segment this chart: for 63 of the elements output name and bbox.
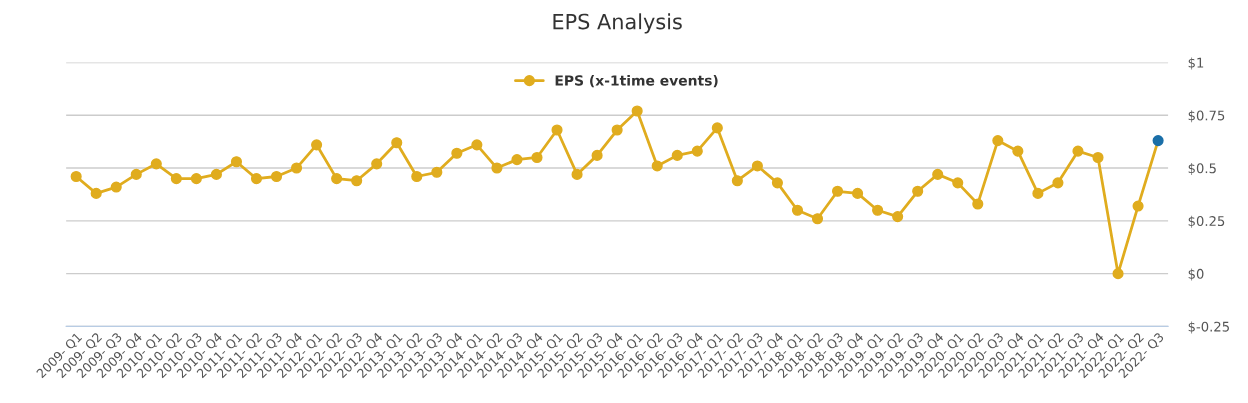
point bbox=[551, 124, 563, 136]
point bbox=[892, 211, 904, 223]
point bbox=[190, 173, 202, 185]
point bbox=[791, 204, 804, 216]
chart-title: EPS Analysis bbox=[553, 13, 682, 34]
point bbox=[691, 145, 703, 157]
point bbox=[1072, 145, 1084, 157]
point bbox=[250, 173, 263, 185]
point bbox=[912, 185, 924, 197]
point bbox=[70, 170, 82, 183]
point bbox=[952, 177, 964, 189]
y-tick-label: $-0.25 bbox=[1188, 321, 1229, 334]
point bbox=[1032, 187, 1044, 199]
y-tick-label: $0.75 bbox=[1188, 110, 1225, 123]
point bbox=[731, 175, 743, 187]
point bbox=[1152, 135, 1164, 147]
point bbox=[671, 149, 683, 161]
point bbox=[230, 156, 243, 168]
point bbox=[711, 122, 723, 134]
point bbox=[992, 135, 1004, 147]
point bbox=[411, 170, 423, 183]
point bbox=[591, 149, 603, 161]
point bbox=[291, 162, 303, 174]
point bbox=[170, 173, 182, 185]
point bbox=[1052, 177, 1064, 189]
point bbox=[331, 173, 343, 185]
point bbox=[872, 204, 884, 216]
point bbox=[972, 198, 984, 210]
point bbox=[150, 158, 162, 170]
point bbox=[270, 170, 283, 183]
point bbox=[1092, 151, 1104, 164]
point bbox=[771, 177, 783, 189]
point bbox=[351, 175, 363, 187]
legend-label: EPS (x-1time events) bbox=[555, 74, 718, 88]
point bbox=[611, 124, 623, 136]
point bbox=[831, 185, 844, 197]
point bbox=[90, 187, 102, 199]
y-tick-label: $0 bbox=[1188, 268, 1204, 281]
point bbox=[491, 162, 503, 174]
point bbox=[451, 147, 463, 159]
point bbox=[932, 168, 944, 180]
point bbox=[311, 139, 323, 151]
point bbox=[1112, 268, 1124, 280]
point bbox=[130, 168, 142, 180]
point bbox=[391, 137, 403, 149]
point bbox=[471, 139, 483, 151]
point bbox=[811, 213, 824, 225]
y-tick-label: $1 bbox=[1188, 57, 1204, 70]
point bbox=[1132, 200, 1144, 212]
point bbox=[511, 154, 523, 166]
point bbox=[210, 168, 222, 180]
point bbox=[571, 168, 583, 180]
point bbox=[531, 151, 543, 164]
point bbox=[631, 105, 643, 117]
point bbox=[651, 160, 663, 172]
point bbox=[371, 158, 383, 170]
point bbox=[431, 166, 443, 178]
point bbox=[110, 181, 122, 193]
y-tick-label: $0.5 bbox=[1188, 163, 1216, 175]
y-tick-label: $0.25 bbox=[1188, 215, 1225, 228]
point bbox=[1012, 145, 1024, 157]
point bbox=[852, 187, 864, 199]
point bbox=[751, 160, 763, 172]
